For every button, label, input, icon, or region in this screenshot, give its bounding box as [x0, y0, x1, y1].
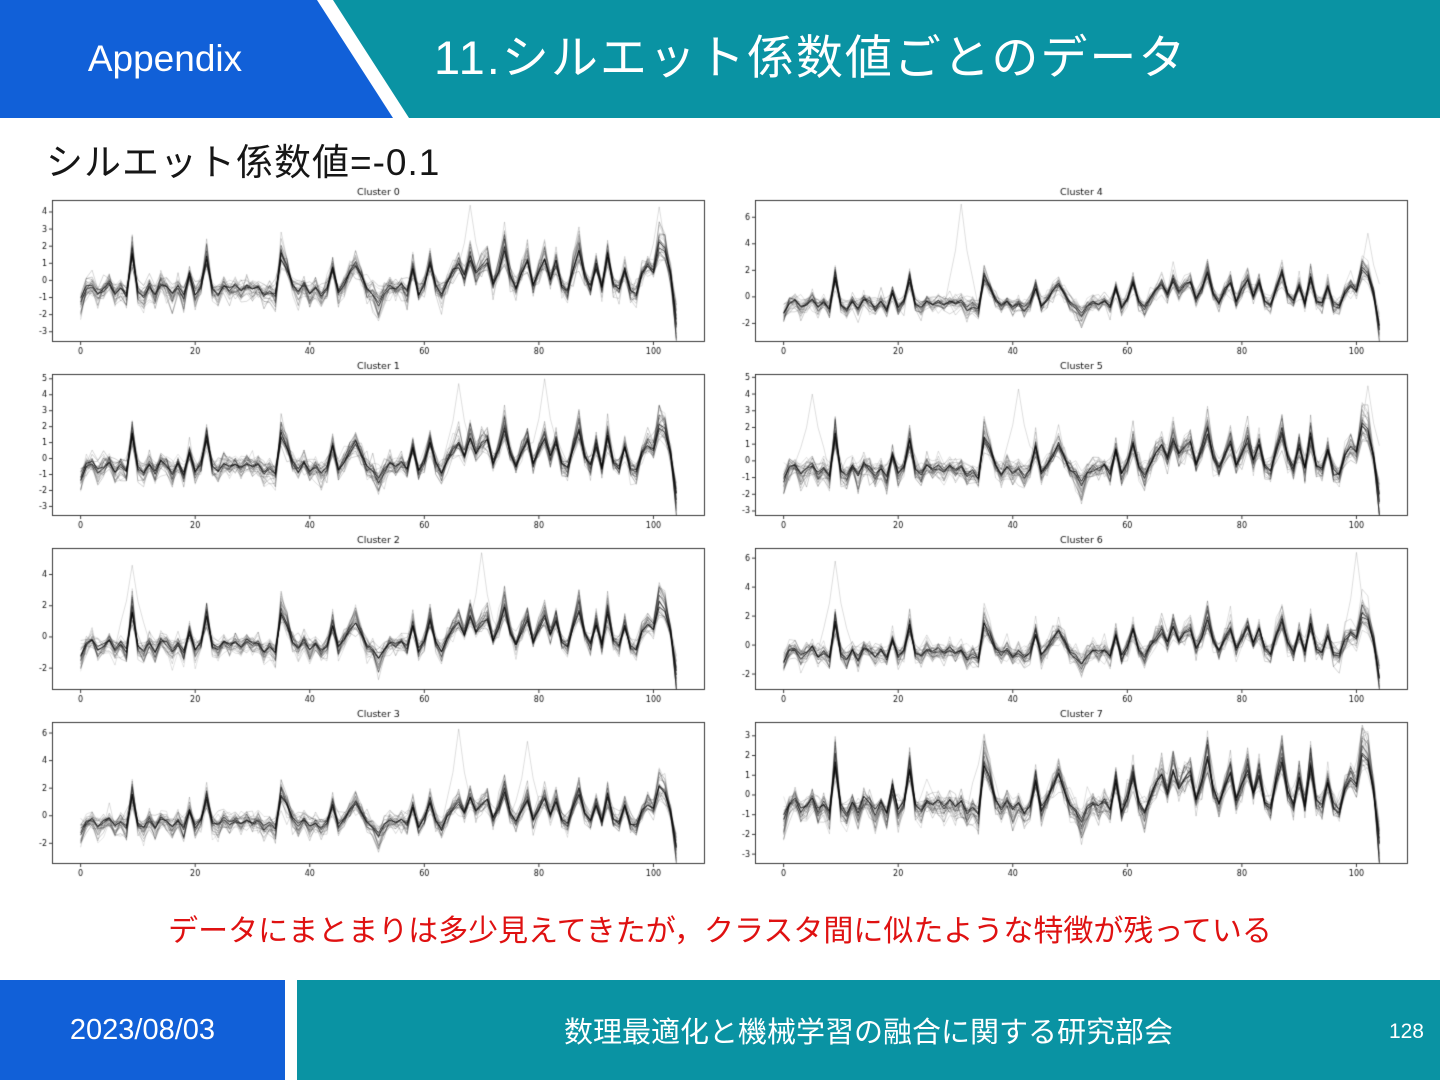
cluster-3-chart [22, 708, 715, 882]
cluster-7-chart [725, 708, 1418, 882]
cluster-1-chart-canvas [22, 360, 715, 534]
cluster-6-chart [725, 534, 1418, 708]
header-blue-shape [0, 0, 393, 118]
cluster-0-chart-canvas [22, 186, 715, 360]
page-number: 128 [1388, 1020, 1424, 1043]
cluster-1-chart [22, 360, 715, 534]
footer-date-box: 2023/08/03 [0, 980, 285, 1080]
cluster-5-chart-canvas [725, 360, 1418, 534]
slide-header: Appendix 11.シルエット係数値ごとのデータ [0, 0, 1440, 118]
cluster-2-chart-canvas [22, 534, 715, 708]
cluster-3-chart-canvas [22, 708, 715, 882]
appendix-tag: Appendix [87, 38, 243, 79]
silhouette-value-subtitle: シルエット係数値=-0.1 [46, 142, 441, 183]
footer-organization: 数理最適化と機械学習の融合に関する研究部会 [563, 1017, 1173, 1049]
cluster-0-chart [22, 186, 715, 360]
cluster-4-chart-canvas [725, 186, 1418, 360]
conclusion-note: データにまとまりは多少見えてきたが，クラスタ間に似たような特徴が残っている [168, 915, 1272, 948]
header-teal-shape [333, 0, 1440, 118]
cluster-7-chart-canvas [725, 708, 1418, 882]
page-title: 11.シルエット係数値ごとのデータ [434, 31, 1188, 84]
charts-grid [22, 186, 1418, 882]
footer-date: 2023/08/03 [69, 1013, 216, 1046]
cluster-5-chart [725, 360, 1418, 534]
cluster-6-chart-canvas [725, 534, 1418, 708]
cluster-4-chart [725, 186, 1418, 360]
footer-organization-box: 数理最適化と機械学習の融合に関する研究部会 [297, 980, 1440, 1080]
cluster-2-chart [22, 534, 715, 708]
